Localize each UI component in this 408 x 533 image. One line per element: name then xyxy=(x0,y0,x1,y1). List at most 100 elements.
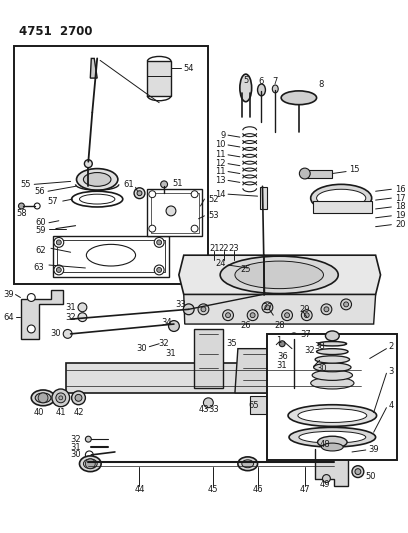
Text: 25: 25 xyxy=(240,265,251,274)
Polygon shape xyxy=(184,295,376,324)
Text: 2: 2 xyxy=(388,342,394,351)
Polygon shape xyxy=(90,59,97,78)
Circle shape xyxy=(201,307,206,312)
Ellipse shape xyxy=(322,443,343,451)
Polygon shape xyxy=(315,442,348,487)
Text: 42: 42 xyxy=(73,408,84,417)
Text: 4: 4 xyxy=(388,401,394,410)
Circle shape xyxy=(291,359,299,367)
Text: 41: 41 xyxy=(55,408,66,417)
Text: 47: 47 xyxy=(299,485,310,494)
Text: 33: 33 xyxy=(208,405,219,414)
Ellipse shape xyxy=(310,377,354,389)
Text: 49: 49 xyxy=(319,480,330,489)
Text: 22: 22 xyxy=(219,244,229,253)
Text: 58: 58 xyxy=(16,209,27,219)
Bar xyxy=(151,193,199,232)
Text: 62: 62 xyxy=(36,246,47,255)
Ellipse shape xyxy=(312,370,353,381)
Text: 46: 46 xyxy=(252,485,263,494)
Text: 61: 61 xyxy=(123,180,133,189)
Text: 35: 35 xyxy=(226,339,237,348)
Circle shape xyxy=(27,294,35,302)
Circle shape xyxy=(279,341,285,346)
Polygon shape xyxy=(235,349,275,393)
Circle shape xyxy=(56,268,61,272)
Circle shape xyxy=(191,225,198,232)
Circle shape xyxy=(85,436,91,442)
Circle shape xyxy=(157,268,162,272)
Circle shape xyxy=(226,313,231,318)
Polygon shape xyxy=(66,364,361,393)
Text: 27: 27 xyxy=(262,303,273,312)
Circle shape xyxy=(262,302,273,313)
Bar xyxy=(147,189,202,237)
Text: 32: 32 xyxy=(159,339,169,348)
Text: 3: 3 xyxy=(388,367,394,376)
Ellipse shape xyxy=(318,342,346,346)
Circle shape xyxy=(183,304,194,314)
Text: 29: 29 xyxy=(299,305,310,314)
Text: 32: 32 xyxy=(305,346,315,355)
Ellipse shape xyxy=(310,184,372,212)
Ellipse shape xyxy=(317,189,366,207)
Text: 39: 39 xyxy=(369,445,379,454)
Circle shape xyxy=(304,313,309,318)
Circle shape xyxy=(247,310,258,321)
Ellipse shape xyxy=(272,85,278,93)
Text: 57: 57 xyxy=(47,197,58,206)
Text: 23: 23 xyxy=(228,244,239,253)
Ellipse shape xyxy=(288,405,377,426)
Text: 34: 34 xyxy=(162,318,172,327)
Text: 63: 63 xyxy=(34,263,44,272)
Ellipse shape xyxy=(31,390,55,406)
Text: 1: 1 xyxy=(276,336,281,345)
Circle shape xyxy=(154,238,164,247)
Ellipse shape xyxy=(317,436,347,448)
Circle shape xyxy=(204,398,213,408)
Text: 52: 52 xyxy=(208,195,219,204)
Text: 10: 10 xyxy=(215,141,226,149)
Text: 13: 13 xyxy=(215,176,226,185)
Text: 11: 11 xyxy=(215,167,226,176)
Circle shape xyxy=(75,394,82,401)
Text: 11: 11 xyxy=(215,150,226,159)
Ellipse shape xyxy=(83,459,97,469)
Circle shape xyxy=(72,391,85,405)
Circle shape xyxy=(134,188,145,199)
Circle shape xyxy=(137,191,142,196)
Text: 31: 31 xyxy=(70,442,80,451)
Text: 4751  2700: 4751 2700 xyxy=(20,26,93,38)
Polygon shape xyxy=(22,289,63,339)
Ellipse shape xyxy=(281,91,317,104)
Bar xyxy=(313,201,372,213)
Circle shape xyxy=(34,203,40,209)
Circle shape xyxy=(198,304,209,314)
Circle shape xyxy=(282,310,293,321)
Circle shape xyxy=(78,303,87,312)
Circle shape xyxy=(322,474,330,482)
Circle shape xyxy=(56,393,66,403)
Text: 21: 21 xyxy=(209,244,220,253)
Circle shape xyxy=(85,459,95,469)
Circle shape xyxy=(223,310,233,321)
Text: 24: 24 xyxy=(215,259,225,268)
Circle shape xyxy=(304,346,309,351)
Ellipse shape xyxy=(77,168,118,190)
Text: 15: 15 xyxy=(349,165,359,174)
Circle shape xyxy=(302,343,312,354)
Ellipse shape xyxy=(289,427,376,447)
Text: 31: 31 xyxy=(65,303,76,312)
Polygon shape xyxy=(179,255,381,295)
Text: 19: 19 xyxy=(395,211,406,220)
Circle shape xyxy=(56,240,61,245)
Text: 32: 32 xyxy=(65,313,76,322)
Text: 31: 31 xyxy=(166,349,176,358)
Text: 9: 9 xyxy=(221,131,226,140)
Circle shape xyxy=(85,451,93,459)
Circle shape xyxy=(59,396,63,400)
Circle shape xyxy=(38,393,48,403)
Bar xyxy=(57,240,165,272)
Ellipse shape xyxy=(238,457,257,471)
Ellipse shape xyxy=(35,393,51,403)
